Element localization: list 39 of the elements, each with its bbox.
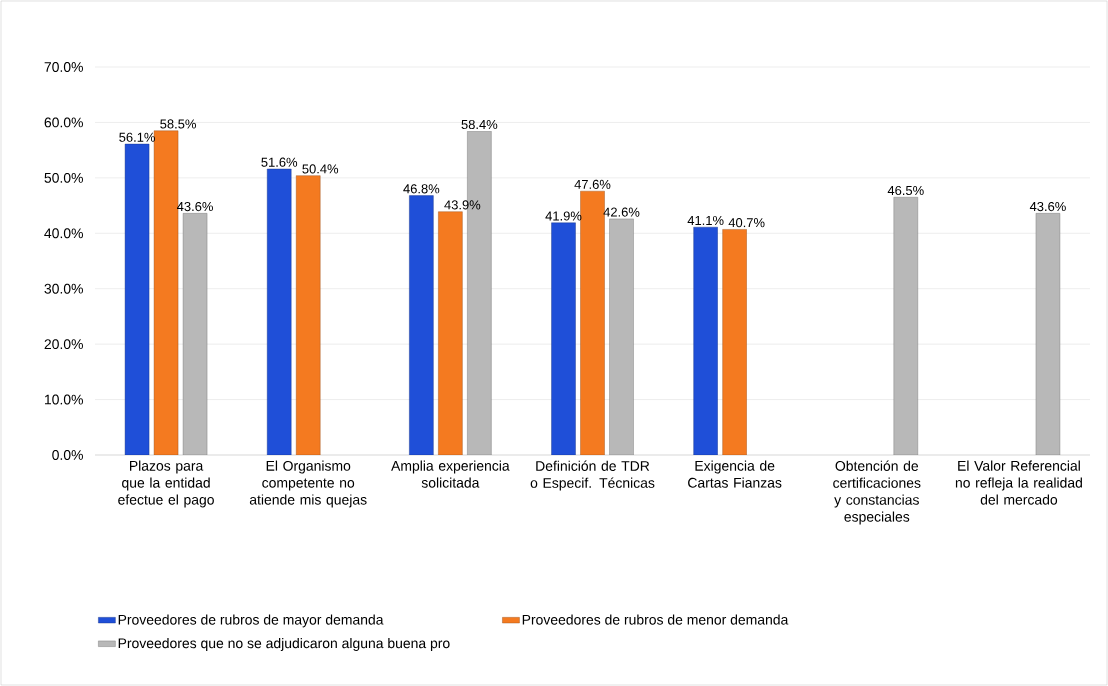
bar <box>693 226 718 455</box>
y-tick-label: 20.0% <box>44 339 83 350</box>
data-label: 46.5% <box>887 185 924 196</box>
data-label: 41.1% <box>687 215 724 225</box>
bar <box>124 143 150 455</box>
bar <box>580 190 605 455</box>
x-tick-label: Plazos para que la entidad efectue el pago <box>118 460 214 508</box>
legend-label: Proveedores que no se adjudicaron alguna buena pro <box>118 637 450 651</box>
data-label: 58.4% <box>461 119 498 130</box>
data-label: 40.7% <box>728 218 765 228</box>
data-label: 43.9% <box>444 200 481 210</box>
data-label: 43.6% <box>1029 201 1066 212</box>
y-tick-label: 40.0% <box>44 228 83 239</box>
legend-label: Proveedores de rubros de menor demanda <box>522 614 789 625</box>
y-tick-label: 30.0% <box>44 283 83 294</box>
y-tick-label: 0.0% <box>52 450 83 460</box>
x-tick-label: Exigencia de Cartas Fianzas <box>688 460 782 488</box>
data-label: 47.6% <box>574 179 611 189</box>
x-tick-label: Amplia experiencia solicitada <box>391 460 510 488</box>
x-tick-label: El Valor Referencial no refleja la realidad del mercado <box>955 460 1082 505</box>
x-tick-label: El Organismo competente no atiende mis quejas <box>249 460 367 508</box>
bar <box>438 211 463 455</box>
data-label: 51.6% <box>261 157 298 167</box>
x-tick-label: Definición de TDR o Especif. Técnicas <box>530 460 655 491</box>
y-tick-label: 60.0% <box>44 117 83 128</box>
data-label: 46.8% <box>403 184 440 194</box>
y-tick-label: 10.0% <box>44 394 83 405</box>
bar <box>296 175 321 455</box>
x-tick-label: Obtención de certificaciones y constancias especiales <box>833 460 921 525</box>
data-label: 58.5% <box>160 119 196 129</box>
bar <box>551 222 576 455</box>
data-label: 50.4% <box>302 164 339 174</box>
y-tick-label: 50.0% <box>44 172 83 183</box>
y-tick-label: 70.0% <box>44 62 83 72</box>
bar <box>722 229 747 455</box>
bar <box>409 195 434 455</box>
legend-label: Proveedores de rubros de mayor demanda <box>118 614 384 628</box>
bar <box>267 168 292 455</box>
bar <box>153 130 179 455</box>
